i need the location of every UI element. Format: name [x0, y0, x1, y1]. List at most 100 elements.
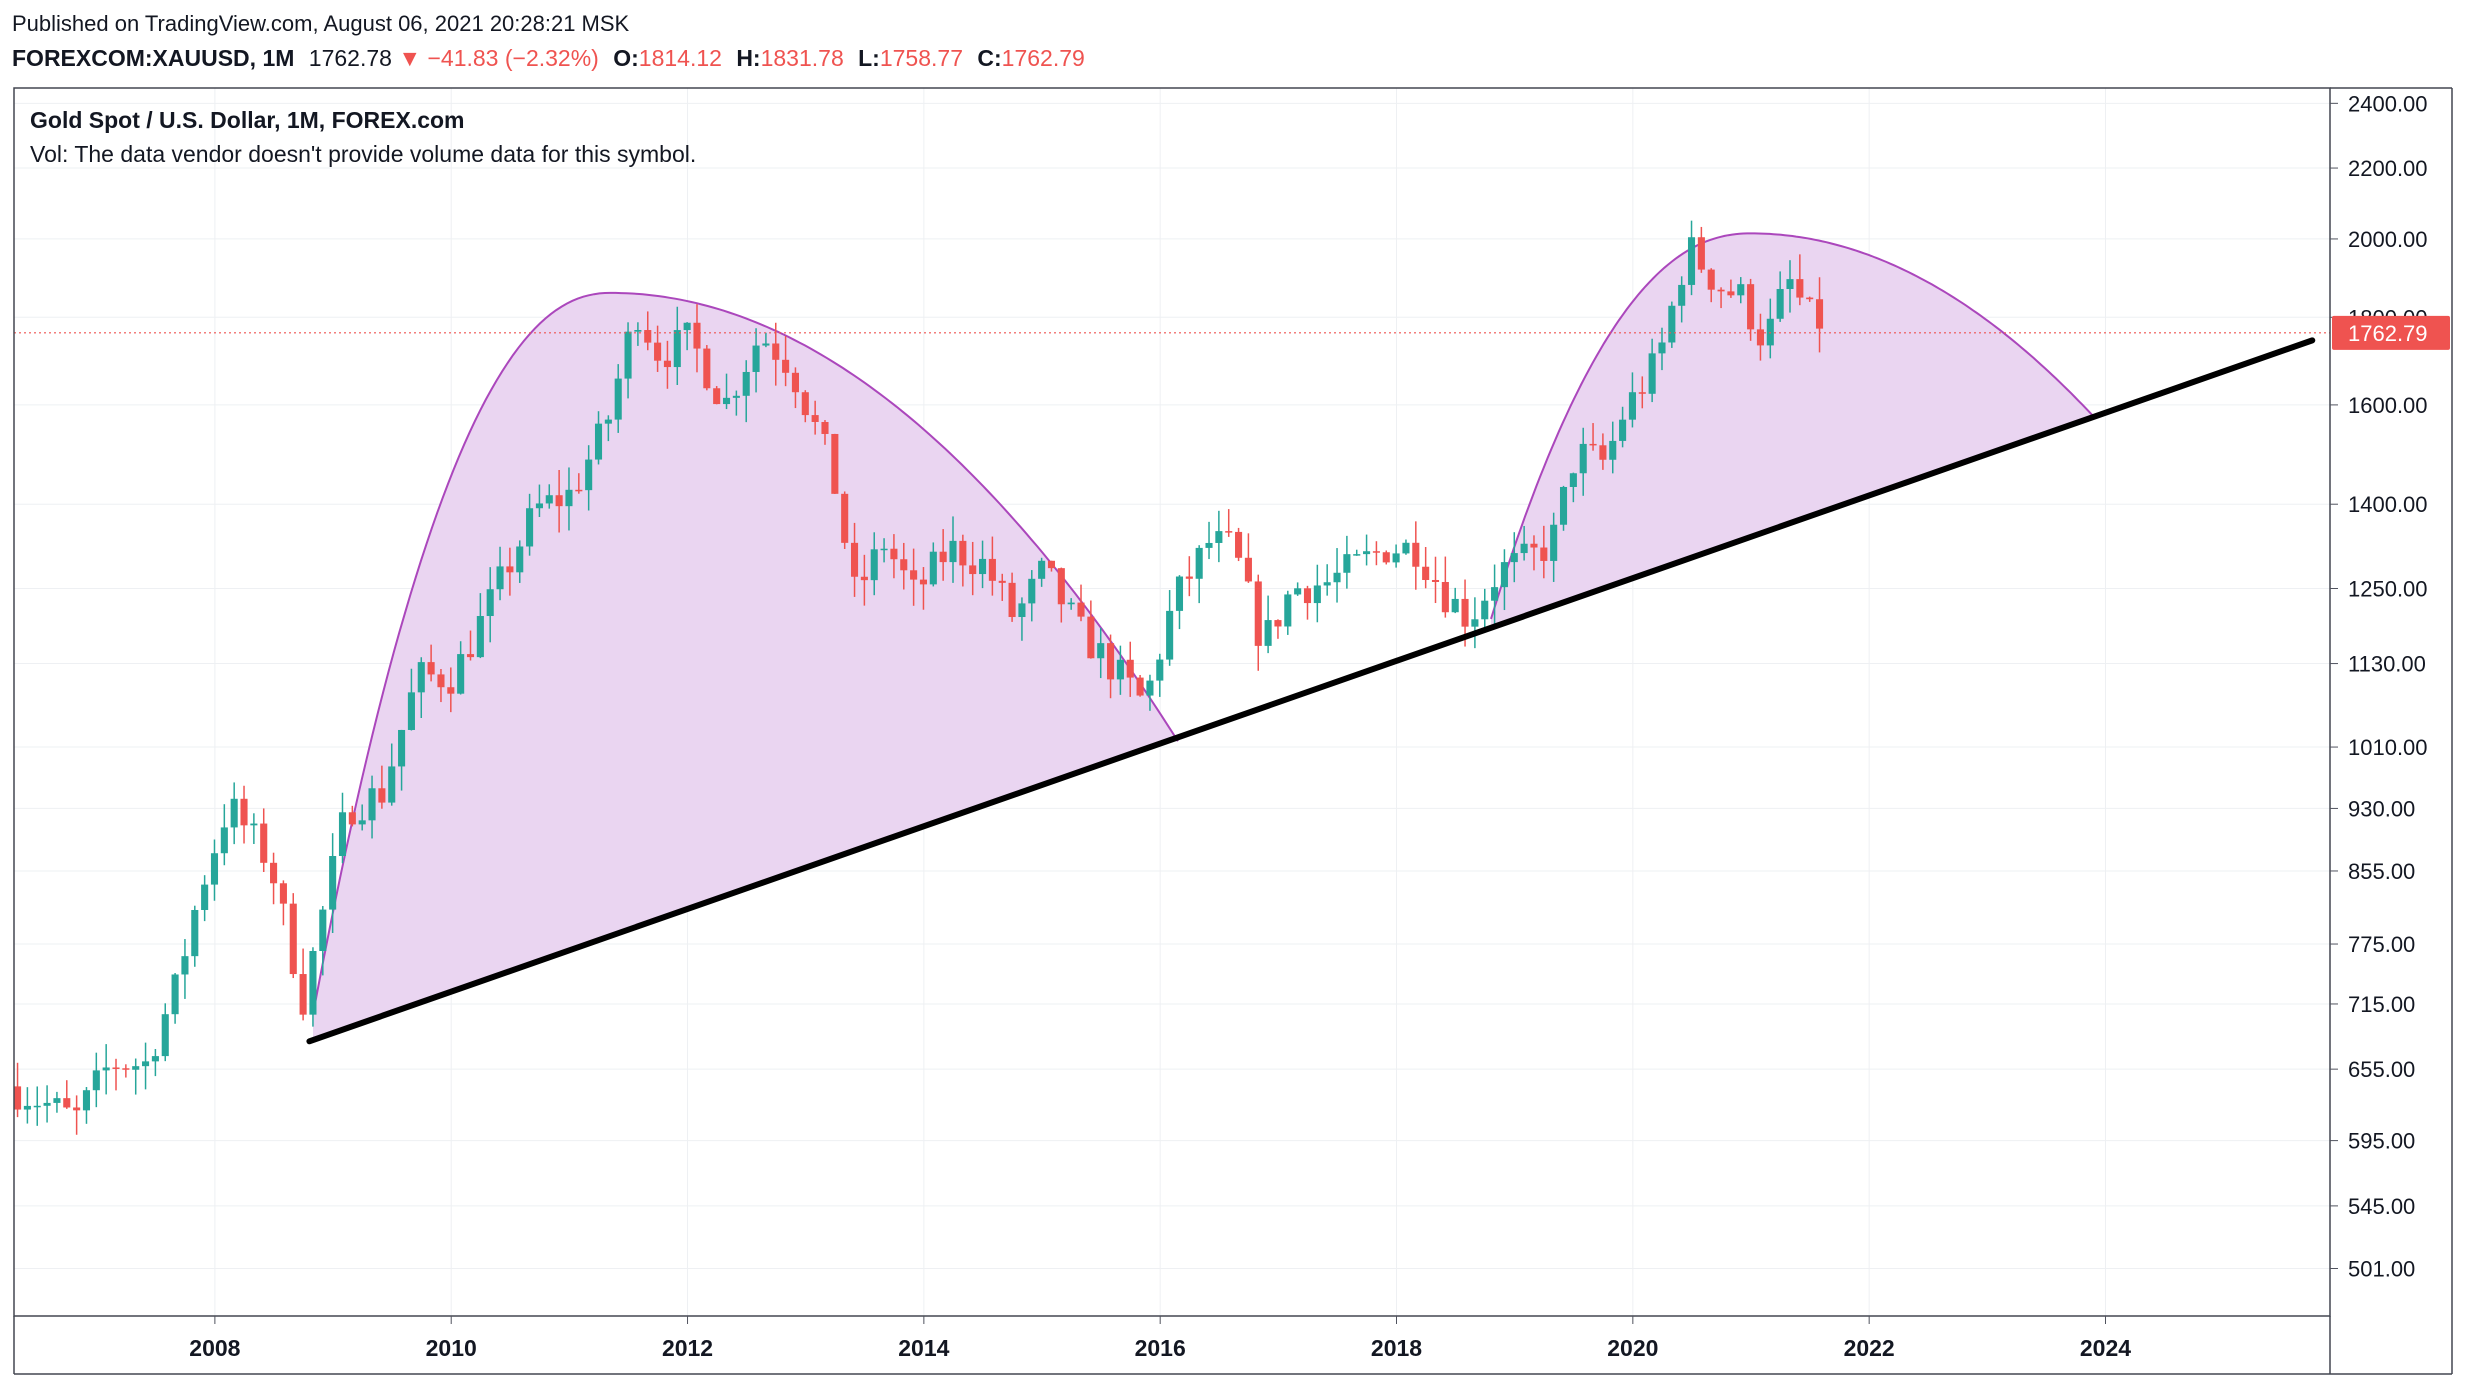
candle-body [1431, 579, 1440, 582]
candle-body [1136, 677, 1144, 696]
price-axis[interactable]: 2400.002200.002000.001800.001600.001400.… [2330, 91, 2450, 1281]
candle-body [1766, 318, 1774, 346]
candle-body [142, 1061, 150, 1067]
high-label: H: [736, 45, 761, 71]
candle-body [1392, 553, 1400, 563]
candle-body [1077, 602, 1085, 617]
y-tick-label: 1600.00 [2348, 393, 2428, 418]
candle-body [1343, 554, 1351, 573]
x-tick-label: 2016 [1135, 1335, 1186, 1361]
candle-body [693, 322, 701, 349]
symbol-label[interactable]: FOREXCOM:XAUUSD, 1M [12, 45, 295, 71]
candle-body [1707, 269, 1715, 290]
arc-curve [312, 291, 1179, 1015]
candle-body [466, 654, 475, 658]
y-tick-label: 545.00 [2348, 1194, 2415, 1219]
candle-body [654, 342, 662, 361]
candle-body [1559, 486, 1568, 525]
candle-body [1146, 680, 1154, 696]
candle-body [1028, 578, 1036, 604]
candle-body [1205, 542, 1213, 548]
candle-body [791, 372, 799, 393]
candle-body [1806, 297, 1814, 300]
candle-body [73, 1107, 81, 1111]
candle-body [565, 489, 573, 507]
candle-body [299, 974, 307, 1015]
candle-body [309, 951, 317, 1015]
candle-body [880, 548, 888, 551]
candle-body [358, 820, 366, 825]
chart-header: Published on TradingView.com, August 06,… [12, 8, 2452, 76]
candle-body [122, 1068, 130, 1070]
candle-body [713, 388, 721, 405]
low-label: L: [858, 45, 880, 71]
trendline [306, 337, 2316, 1045]
candle-body [338, 812, 347, 857]
candle-body [870, 549, 878, 581]
candle-body [132, 1066, 140, 1070]
y-tick-label: 1400.00 [2348, 492, 2428, 517]
candle-body [614, 378, 622, 420]
candle-body [1510, 553, 1518, 563]
y-tick-label: 1250.00 [2348, 576, 2428, 601]
candle-body [555, 495, 563, 507]
candle-body [1363, 551, 1371, 555]
candle-body [1747, 284, 1755, 330]
candle-body [919, 579, 928, 585]
x-tick-label: 2012 [662, 1335, 713, 1361]
candle-body [457, 654, 465, 694]
candle-body [220, 827, 228, 854]
candle-body [634, 330, 642, 332]
y-tick-label: 595.00 [2348, 1129, 2415, 1154]
arc-curve [1490, 232, 2095, 620]
candle-body [1107, 643, 1115, 680]
candle-body [151, 1056, 159, 1062]
candle-body [1353, 554, 1361, 556]
candle-body [1323, 582, 1331, 586]
candle-body [250, 823, 258, 826]
candle-body [811, 415, 819, 422]
candle-body [1294, 588, 1302, 595]
candle-body [417, 662, 425, 693]
candle-body [1599, 445, 1607, 460]
candle-body [1303, 588, 1312, 604]
candle-body [447, 687, 455, 694]
candle-body [1126, 659, 1134, 678]
candle-body [1471, 619, 1479, 627]
close-label: C: [977, 45, 1002, 71]
y-tick-label: 2400.00 [2348, 91, 2428, 116]
candle-body [1461, 598, 1469, 627]
legend-title: Gold Spot / U.S. Dollar, 1M, FOREX.com [30, 107, 465, 133]
candle-body [240, 798, 248, 826]
candle-body [289, 903, 297, 975]
time-axis[interactable]: 2008 2010 2012 2014 2016 2018 2020 2022 2024 [189, 1316, 2131, 1361]
candle-body [1254, 581, 1262, 646]
candle-body [929, 551, 937, 585]
candle-body [230, 798, 238, 828]
candle-body [1550, 524, 1558, 561]
support-trendline [14, 332, 2330, 1045]
candle-body [1589, 443, 1597, 446]
candle-body [979, 558, 987, 575]
candle-body [92, 1070, 100, 1091]
grid-lines [14, 88, 2330, 1316]
candle-body [516, 546, 524, 573]
candle-body [1372, 551, 1380, 553]
candle-body [319, 909, 327, 952]
candle-body [575, 489, 583, 492]
candle-body [378, 788, 386, 803]
candle-body [1284, 594, 1292, 627]
rounding-arcs [312, 232, 2095, 1041]
candle-body [1628, 392, 1636, 420]
x-tick-label: 2022 [1844, 1335, 1895, 1361]
candle-body [732, 395, 740, 398]
candle-body [703, 348, 711, 389]
candle-body [1422, 566, 1430, 580]
candle-body [969, 565, 977, 575]
candle-body [594, 423, 603, 460]
candle-body [1540, 547, 1548, 561]
candle-body [63, 1098, 71, 1108]
candle-body [585, 459, 593, 491]
candle-body [1116, 659, 1124, 680]
